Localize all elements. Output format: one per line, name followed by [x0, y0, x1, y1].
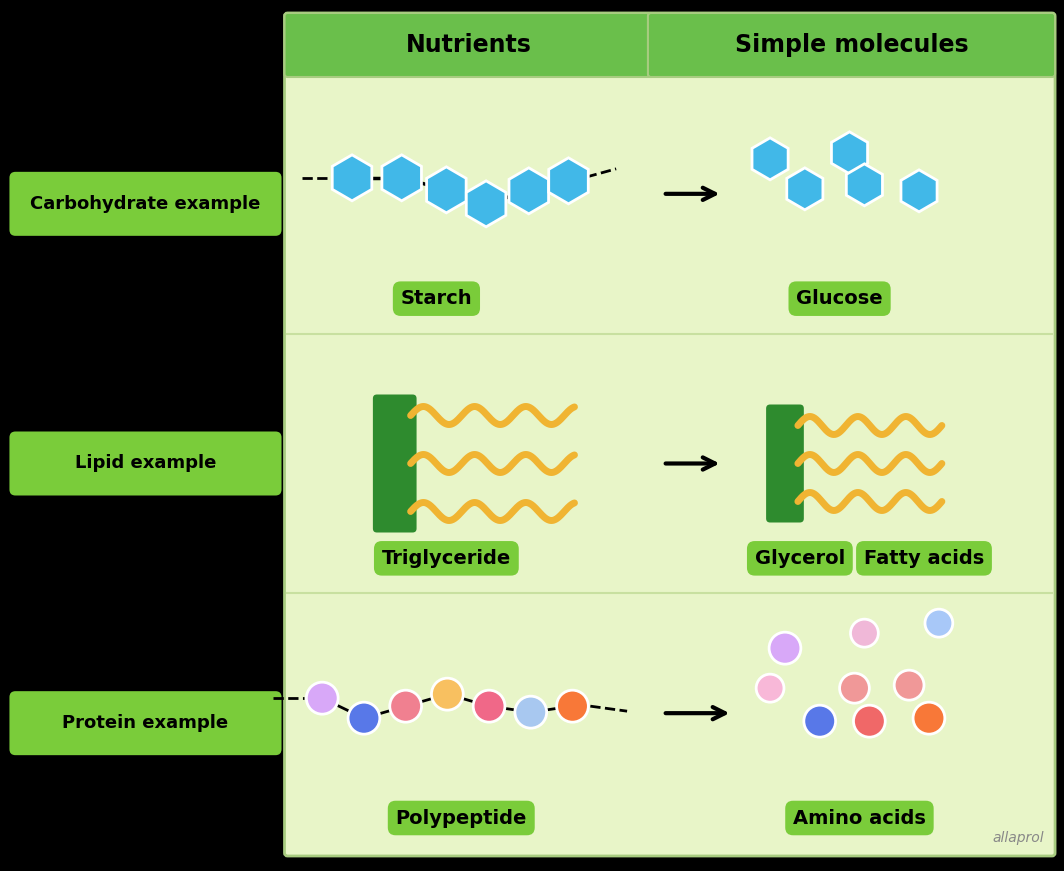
- Text: Glucose: Glucose: [796, 289, 883, 308]
- Polygon shape: [752, 138, 788, 179]
- Polygon shape: [846, 164, 882, 206]
- Circle shape: [803, 706, 835, 737]
- Polygon shape: [831, 132, 867, 174]
- Circle shape: [556, 690, 588, 722]
- Circle shape: [853, 706, 885, 737]
- FancyBboxPatch shape: [10, 172, 282, 236]
- Circle shape: [432, 679, 463, 710]
- Text: Carbohydrate example: Carbohydrate example: [30, 195, 261, 213]
- Polygon shape: [509, 168, 549, 214]
- Circle shape: [515, 696, 547, 728]
- Text: Triglyceride: Triglyceride: [382, 549, 511, 568]
- FancyBboxPatch shape: [284, 13, 654, 77]
- Polygon shape: [466, 181, 505, 226]
- Text: Lipid example: Lipid example: [74, 455, 216, 472]
- Polygon shape: [786, 168, 822, 210]
- Text: Starch: Starch: [401, 289, 472, 308]
- Polygon shape: [427, 167, 466, 213]
- Circle shape: [757, 674, 784, 702]
- Polygon shape: [382, 155, 421, 201]
- Circle shape: [306, 682, 338, 714]
- Text: Fatty acids: Fatty acids: [864, 549, 984, 568]
- FancyBboxPatch shape: [648, 13, 1055, 77]
- Polygon shape: [901, 170, 937, 212]
- Circle shape: [473, 690, 505, 722]
- Polygon shape: [332, 155, 371, 201]
- FancyBboxPatch shape: [10, 692, 282, 755]
- Circle shape: [913, 702, 945, 734]
- Circle shape: [850, 619, 878, 647]
- Text: Protein example: Protein example: [63, 714, 229, 733]
- FancyBboxPatch shape: [372, 395, 417, 532]
- Circle shape: [839, 673, 869, 703]
- FancyBboxPatch shape: [10, 431, 282, 496]
- Circle shape: [348, 702, 380, 734]
- Circle shape: [925, 609, 952, 638]
- Text: Polypeptide: Polypeptide: [396, 808, 527, 827]
- Text: allaprol: allaprol: [993, 831, 1044, 845]
- Circle shape: [894, 670, 924, 700]
- Circle shape: [769, 632, 801, 665]
- Text: Nutrients: Nutrients: [406, 33, 532, 57]
- FancyBboxPatch shape: [766, 404, 803, 523]
- Text: Glycerol: Glycerol: [754, 549, 845, 568]
- Text: Amino acids: Amino acids: [793, 808, 926, 827]
- Circle shape: [389, 690, 421, 722]
- FancyBboxPatch shape: [284, 13, 1055, 856]
- Polygon shape: [549, 158, 588, 204]
- Text: Simple molecules: Simple molecules: [734, 33, 968, 57]
